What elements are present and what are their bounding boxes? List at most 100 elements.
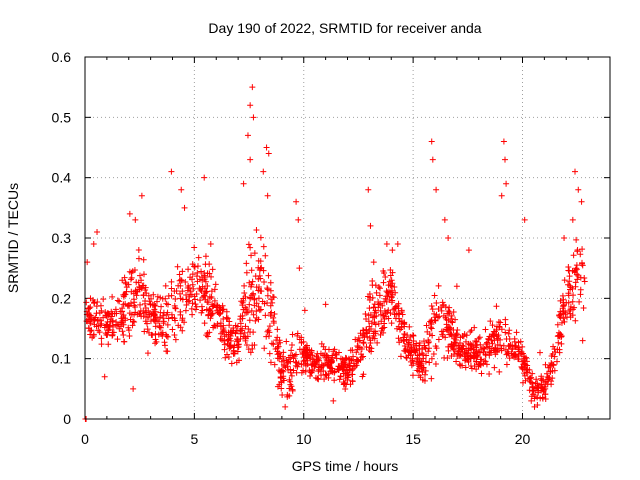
data-point: [288, 383, 295, 390]
data-point: [307, 372, 314, 379]
data-point: [573, 266, 580, 273]
data-point: [98, 341, 105, 348]
data-point: [222, 354, 229, 361]
data-point: [281, 363, 288, 370]
data-point: [484, 339, 491, 346]
data-point: [206, 307, 213, 314]
data-point: [396, 339, 403, 346]
data-point: [565, 267, 572, 274]
data-point: [421, 371, 428, 378]
y-tick-label: 0.4: [52, 170, 72, 186]
data-point: [202, 296, 209, 303]
data-point: [447, 331, 454, 338]
data-point: [145, 292, 152, 299]
data-point: [429, 156, 436, 163]
data-point: [360, 340, 367, 347]
data-point: [566, 278, 573, 285]
data-point: [207, 241, 214, 248]
data-point: [250, 311, 257, 318]
data-point: [197, 297, 204, 304]
data-point: [401, 338, 408, 345]
data-point: [354, 338, 361, 345]
data-point: [247, 294, 254, 301]
data-point: [448, 315, 455, 322]
data-point: [496, 368, 503, 375]
data-point: [245, 325, 252, 332]
data-point: [343, 367, 350, 374]
data-point: [535, 384, 542, 391]
data-point: [249, 84, 256, 91]
data-point: [152, 336, 159, 343]
data-point: [340, 370, 347, 377]
data-point: [102, 330, 109, 337]
data-point: [550, 343, 557, 350]
data-point: [489, 322, 496, 329]
data-point: [214, 302, 221, 309]
data-point: [453, 330, 460, 337]
data-point: [256, 307, 263, 314]
data-point: [572, 317, 579, 324]
data-point: [140, 271, 147, 278]
data-point: [542, 361, 549, 368]
data-point: [441, 216, 448, 223]
data-point: [404, 347, 411, 354]
data-point: [151, 311, 158, 318]
data-point: [283, 338, 290, 345]
data-point: [547, 362, 554, 369]
data-point: [83, 299, 90, 306]
data-point: [265, 327, 272, 334]
data-point: [189, 311, 196, 318]
data-point: [337, 373, 344, 380]
data-point: [263, 144, 270, 151]
data-point: [246, 301, 253, 308]
data-point: [202, 253, 209, 260]
data-point: [128, 274, 135, 281]
data-point: [261, 345, 268, 352]
data-point: [198, 268, 205, 275]
data-point: [488, 345, 495, 352]
data-point: [248, 307, 255, 314]
data-point: [273, 337, 280, 344]
data-point: [126, 210, 133, 217]
data-point: [251, 295, 258, 302]
data-point: [383, 241, 390, 248]
data-point: [517, 350, 524, 357]
data-point: [362, 316, 369, 323]
data-point: [561, 318, 568, 325]
data-point: [142, 318, 149, 325]
data-point: [487, 349, 494, 356]
data-point: [471, 324, 478, 331]
data-point: [543, 370, 550, 377]
data-point: [366, 328, 373, 335]
data-point: [433, 345, 440, 352]
data-point: [176, 277, 183, 284]
data-point: [247, 102, 254, 109]
data-point: [145, 307, 152, 314]
data-point: [559, 292, 566, 299]
data-point: [433, 311, 440, 318]
data-point: [426, 345, 433, 352]
data-point: [551, 353, 558, 360]
data-point: [358, 351, 365, 358]
data-point: [163, 333, 170, 340]
data-point: [201, 320, 208, 327]
data-point: [230, 344, 237, 351]
data-point: [569, 312, 576, 319]
data-point: [209, 266, 216, 273]
data-point: [540, 388, 547, 395]
data-point: [416, 345, 423, 352]
data-point: [452, 316, 459, 323]
data-point: [109, 332, 116, 339]
data-point: [356, 344, 363, 351]
data-point: [103, 312, 110, 319]
data-point: [478, 346, 485, 353]
data-point: [367, 337, 374, 344]
data-point: [133, 279, 140, 286]
data-point: [401, 343, 408, 350]
data-point: [132, 216, 139, 223]
data-point: [267, 359, 274, 366]
data-point: [249, 342, 256, 349]
data-point: [388, 293, 395, 300]
data-point: [348, 357, 355, 364]
data-point: [268, 340, 275, 347]
